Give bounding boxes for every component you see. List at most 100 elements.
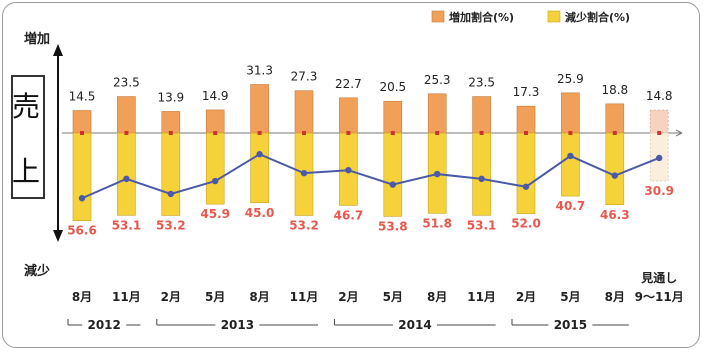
increase-bar [117, 96, 136, 134]
decrease-bar [250, 132, 269, 204]
net-line-point [123, 175, 130, 183]
x-tick-label: 11月 [112, 290, 141, 304]
decrease-value-label: 53.2 [289, 218, 319, 232]
net-line-point [167, 190, 174, 198]
legend-swatch [547, 10, 561, 23]
sales-label-box [11, 75, 45, 199]
decrease-value-label: 53.1 [467, 218, 497, 232]
decrease-bar [383, 132, 403, 217]
year-label: 2013 [221, 318, 254, 332]
decrease-value-label: 56.6 [67, 224, 97, 238]
y-axis-arrow-up [53, 44, 63, 56]
legend-label: 減少割合(%) [565, 10, 630, 24]
year-label: 2012 [87, 318, 120, 332]
increase-value-label: 18.8 [601, 83, 628, 97]
increase-bar [472, 96, 491, 134]
net-line-point [256, 151, 263, 158]
net-line-point [434, 170, 441, 178]
x-tick-label: 見通し [640, 270, 677, 285]
baseline-arrowhead [675, 132, 683, 137]
increase-value-label: 23.5 [113, 76, 140, 90]
increase-value-label: 22.7 [335, 77, 362, 91]
decrease-value-label: 40.7 [556, 199, 586, 213]
net-line-point [300, 169, 308, 177]
legend-swatch [431, 10, 445, 23]
increase-bar [605, 103, 625, 134]
net-line-point [389, 181, 396, 188]
increase-value-label: 13.9 [157, 90, 184, 104]
baseline-marker [390, 131, 395, 135]
increase-bar [72, 110, 92, 134]
increase-value-label: 23.5 [468, 76, 495, 90]
baseline-marker [479, 131, 484, 135]
x-tick-label: 8月 [427, 290, 447, 304]
increase-value-label: 31.3 [246, 63, 273, 77]
baseline-marker [302, 131, 306, 135]
baseline-marker [213, 131, 218, 135]
side-label-char-1: 売 [12, 90, 41, 123]
increase-value-label: 25.3 [424, 73, 451, 87]
increase-bar [294, 90, 314, 134]
x-tick-label: 5月 [560, 290, 580, 304]
net-line-point [656, 154, 663, 162]
x-tick-label: 8月 [72, 290, 92, 304]
decrease-bar [561, 132, 580, 197]
x-tick-label: 9～11月 [635, 290, 684, 304]
increase-value-label: 27.3 [291, 70, 318, 84]
y-axis-arrow-down [53, 230, 63, 242]
increase-bar [516, 105, 536, 134]
increase-bar [250, 84, 269, 134]
year-label: 2015 [554, 318, 587, 332]
decrease-value-label: 46.3 [600, 208, 630, 222]
baseline-marker [612, 131, 617, 135]
increase-value-label: 20.5 [379, 80, 406, 94]
decrease-bar [605, 132, 625, 206]
net-line-point [478, 175, 485, 183]
decrease-value-label: 45.9 [200, 207, 230, 221]
increase-value-label: 17.3 [513, 85, 540, 99]
year-label: 2014 [398, 318, 431, 332]
baseline-marker [346, 131, 351, 135]
baseline-marker [257, 131, 262, 135]
baseline-marker [80, 131, 84, 135]
net-line-point [212, 177, 219, 185]
increase-bar [427, 93, 447, 134]
decrease-bar [161, 132, 181, 216]
decrease-value-label: 53.2 [156, 218, 186, 232]
increase-value-label: 14.8 [646, 89, 673, 103]
baseline-arrowhead [675, 129, 683, 134]
baseline-marker [168, 131, 173, 135]
x-tick-label: 2月 [516, 290, 536, 304]
net-line-point [522, 183, 530, 190]
increase-value-label: 14.5 [69, 90, 96, 104]
x-tick-label: 5月 [383, 290, 403, 304]
decrease-value-label: 30.9 [644, 184, 674, 198]
net-line-point [78, 195, 86, 202]
x-tick-label: 5月 [205, 290, 225, 304]
increase-bar [205, 109, 225, 134]
legend-label: 増加割合(%) [449, 10, 514, 24]
baseline-marker [568, 131, 573, 135]
x-tick-label: 11月 [467, 290, 496, 304]
decrease-value-label: 46.7 [334, 208, 364, 222]
decrease-value-label: 53.1 [112, 218, 142, 232]
x-tick-label: 8月 [605, 290, 625, 304]
increase-bar [649, 109, 669, 134]
increase-value-label: 14.9 [202, 89, 229, 103]
y-top-label: 増加 [24, 32, 51, 47]
baseline-marker [435, 131, 440, 135]
increase-bar [339, 97, 358, 134]
decrease-bar [205, 132, 225, 205]
increase-value-label: 25.9 [557, 72, 584, 86]
baseline-marker [657, 131, 662, 135]
x-tick-label: 2月 [161, 290, 181, 304]
decrease-bar [472, 132, 491, 216]
x-tick-label: 2月 [338, 290, 358, 304]
decrease-value-label: 53.8 [378, 219, 408, 233]
net-line-point [345, 167, 352, 174]
decrease-bar [72, 132, 92, 222]
net-line-point [567, 152, 574, 160]
net-line-point [611, 172, 618, 179]
baseline-marker [524, 131, 528, 135]
